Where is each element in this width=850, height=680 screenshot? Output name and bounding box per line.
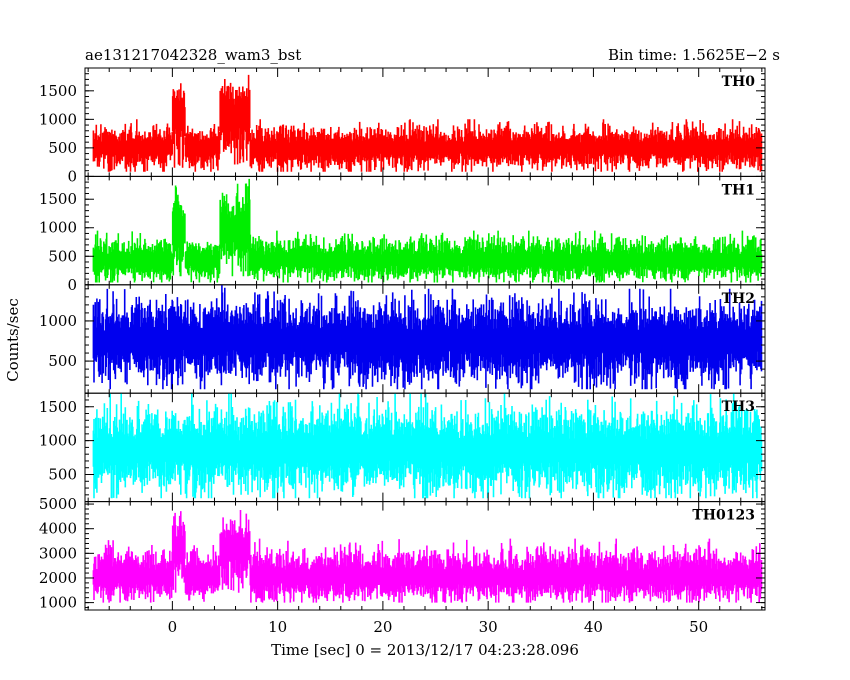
x-tick-label: 30 xyxy=(479,618,498,636)
y-tick-label: 1000 xyxy=(39,312,77,330)
y-tick-label: 0 xyxy=(67,167,77,185)
y-tick-label: 1500 xyxy=(39,398,77,416)
panel-label-th0123: TH0123 xyxy=(692,508,755,524)
panel-label-th2: TH2 xyxy=(722,291,755,307)
x-tick-label: 50 xyxy=(689,618,708,636)
bin-time-label: Bin time: 1.5625E−2 s xyxy=(608,46,780,64)
y-tick-label: 500 xyxy=(48,466,77,484)
y-tick-label: 1000 xyxy=(39,594,77,612)
panel-label-th1: TH1 xyxy=(722,182,755,198)
x-tick-label: 10 xyxy=(268,618,287,636)
y-tick-label: 5000 xyxy=(39,495,77,513)
panel-label-th3: TH3 xyxy=(722,399,755,415)
y-tick-label: 500 xyxy=(48,247,77,265)
panel-label-th0: TH0 xyxy=(722,74,756,90)
y-tick-label: 500 xyxy=(48,352,77,370)
series-th3 xyxy=(92,393,763,499)
x-axis-label: Time [sec] 0 = 2013/12/17 04:23:28.096 xyxy=(271,641,579,659)
y-tick-label: 500 xyxy=(48,139,77,157)
y-tick-label: 3000 xyxy=(39,544,77,562)
x-tick-label: 0 xyxy=(168,618,178,636)
panels-group: TH0050010001500TH1050010001500TH25001000… xyxy=(39,67,766,636)
y-tick-label: 1500 xyxy=(39,82,77,100)
x-tick-label: 40 xyxy=(584,618,603,636)
y-tick-label: 1000 xyxy=(39,219,77,237)
x-tick-label: 20 xyxy=(373,618,392,636)
y-tick-label: 1000 xyxy=(39,432,77,450)
series-th2 xyxy=(92,285,763,390)
chart-title: ae131217042328_wam3_bst xyxy=(85,46,301,64)
y-tick-label: 1500 xyxy=(39,190,77,208)
y-axis-label: Counts/sec xyxy=(4,298,22,382)
y-tick-label: 4000 xyxy=(39,520,77,538)
y-tick-label: 0 xyxy=(67,276,77,294)
series-th0123 xyxy=(92,510,763,603)
series-th0 xyxy=(92,74,763,172)
y-tick-label: 1000 xyxy=(39,110,77,128)
series-th1 xyxy=(92,178,763,283)
y-tick-label: 2000 xyxy=(39,569,77,587)
